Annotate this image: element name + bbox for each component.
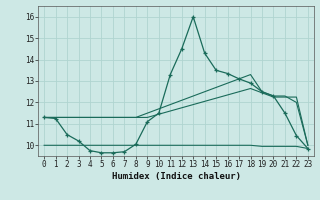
X-axis label: Humidex (Indice chaleur): Humidex (Indice chaleur) (111, 172, 241, 181)
